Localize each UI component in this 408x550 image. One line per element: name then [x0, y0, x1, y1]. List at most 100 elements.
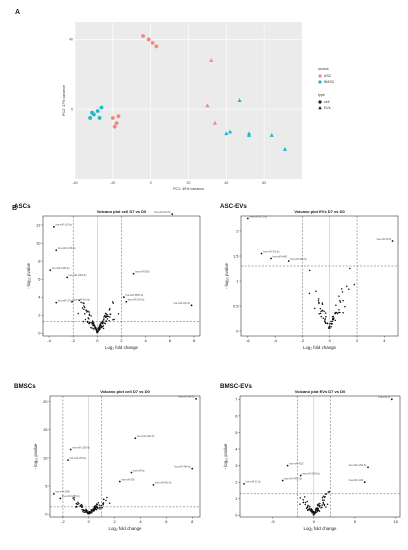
point-label: hsa-miR-125a-5p [349, 465, 367, 467]
point-label: hsa-miR-3p [133, 470, 146, 472]
point-label: hsa-miR-155-5p [70, 458, 87, 460]
data-point [81, 505, 83, 507]
data-point [106, 496, 108, 499]
data-point [103, 498, 105, 501]
data-point [94, 326, 96, 328]
data-point [299, 474, 302, 477]
y-tick-label: 0 [45, 512, 48, 517]
data-point [99, 328, 101, 330]
data-point [88, 511, 90, 514]
plot-frame [240, 215, 399, 337]
data-point [281, 479, 284, 482]
data-point [96, 331, 98, 333]
data-point [69, 448, 72, 451]
data-point [243, 482, 246, 485]
data-point [317, 300, 320, 302]
point-label: hsa-miR-484-3p [174, 466, 191, 468]
data-point [349, 267, 351, 270]
legend-swatch [318, 106, 322, 110]
point-label: hsa-miR-31-5p [246, 482, 262, 484]
x-tick-label: 0 [313, 519, 316, 524]
panel-title: ASC-EVs [220, 203, 247, 210]
data-point [104, 312, 107, 315]
data-point [112, 318, 114, 321]
data-point [108, 502, 111, 504]
data-point [85, 508, 87, 511]
data-point [100, 504, 103, 507]
data-point [123, 296, 125, 299]
legend-item-label: ASC [324, 74, 332, 78]
data-point [312, 511, 315, 513]
panel-title: BMSCs [14, 383, 36, 390]
data-point [97, 501, 100, 504]
data-point [324, 318, 327, 320]
y-tick-label: 10 [43, 455, 48, 460]
data-point [344, 305, 346, 308]
data-point [302, 498, 305, 501]
legend-item-label: BMSC [324, 80, 335, 84]
data-point [328, 490, 331, 493]
data-point [105, 320, 107, 322]
point-label: hsa-miR-509 [121, 479, 135, 481]
x-tick-label: 6 [169, 338, 172, 343]
data-point [323, 499, 325, 501]
data-point [325, 315, 327, 318]
data-point [338, 311, 340, 314]
panel-title: ASCs [14, 203, 31, 210]
data-point [52, 493, 55, 495]
data-point [91, 322, 94, 325]
pca-point [212, 120, 218, 125]
point-label: hsa-miR-4525 [289, 463, 304, 465]
data-point [101, 320, 104, 322]
data-point [78, 299, 80, 302]
volcano-title: Volcano plot EVs D7 vs D0 [294, 209, 345, 214]
pca-plot: -40 -20 0 20 40 60 0 40 PC1: 49% variance PC2: 17… [62, 22, 335, 191]
x-tick-label: -2 [61, 519, 65, 524]
data-point [367, 466, 369, 469]
pca-point [237, 98, 242, 102]
data-point [95, 504, 97, 507]
data-point [102, 502, 104, 505]
data-point [318, 510, 321, 512]
data-point [309, 506, 311, 508]
x-tick-label: 0 [329, 338, 332, 343]
data-point [77, 312, 79, 315]
legend-swatch [318, 100, 322, 104]
data-point [99, 322, 102, 325]
point-label: hsa-miR-196a-5p [69, 275, 87, 277]
data-point [81, 307, 84, 309]
y-tick-label: 2 [38, 313, 41, 318]
data-point [66, 276, 69, 279]
y-tick-label: 20 [43, 399, 48, 404]
data-point [314, 509, 317, 512]
data-point [342, 312, 344, 314]
point-label: hsa-miR-34c-5p [73, 300, 90, 302]
data-point [74, 506, 77, 508]
volcano-ascs: ASCs Volcano plot cell D7 vs D0 -4 -2 0 2 4 6 8 0… [14, 203, 201, 350]
data-point [83, 511, 86, 514]
data-point [302, 501, 304, 504]
data-point [353, 283, 356, 286]
y-axis-label: - log₁₀ pvalue [223, 443, 228, 470]
data-point [339, 300, 341, 302]
x-tick-label: -5 [271, 519, 275, 524]
data-point [317, 507, 320, 510]
data-point [103, 322, 105, 324]
legend-title-type: type [318, 93, 325, 97]
data-point [103, 316, 105, 318]
point-label: hsa-miR-1271-5p [249, 216, 267, 218]
pca-point [141, 34, 146, 38]
pca-x-tick-label: 40 [224, 181, 228, 185]
data-point [88, 313, 91, 315]
data-point [342, 299, 344, 302]
data-point [94, 327, 97, 330]
data-point [52, 225, 55, 228]
data-point [324, 322, 327, 324]
y-tick-label: 8 [38, 259, 41, 264]
data-point [98, 327, 100, 329]
data-point [319, 312, 322, 315]
pca-legend: source ASC BMSC type cell EVs [318, 67, 335, 110]
data-point [323, 320, 326, 323]
y-tick-label: 10 [36, 240, 41, 245]
pca-x-tick-label: 20 [187, 181, 191, 185]
